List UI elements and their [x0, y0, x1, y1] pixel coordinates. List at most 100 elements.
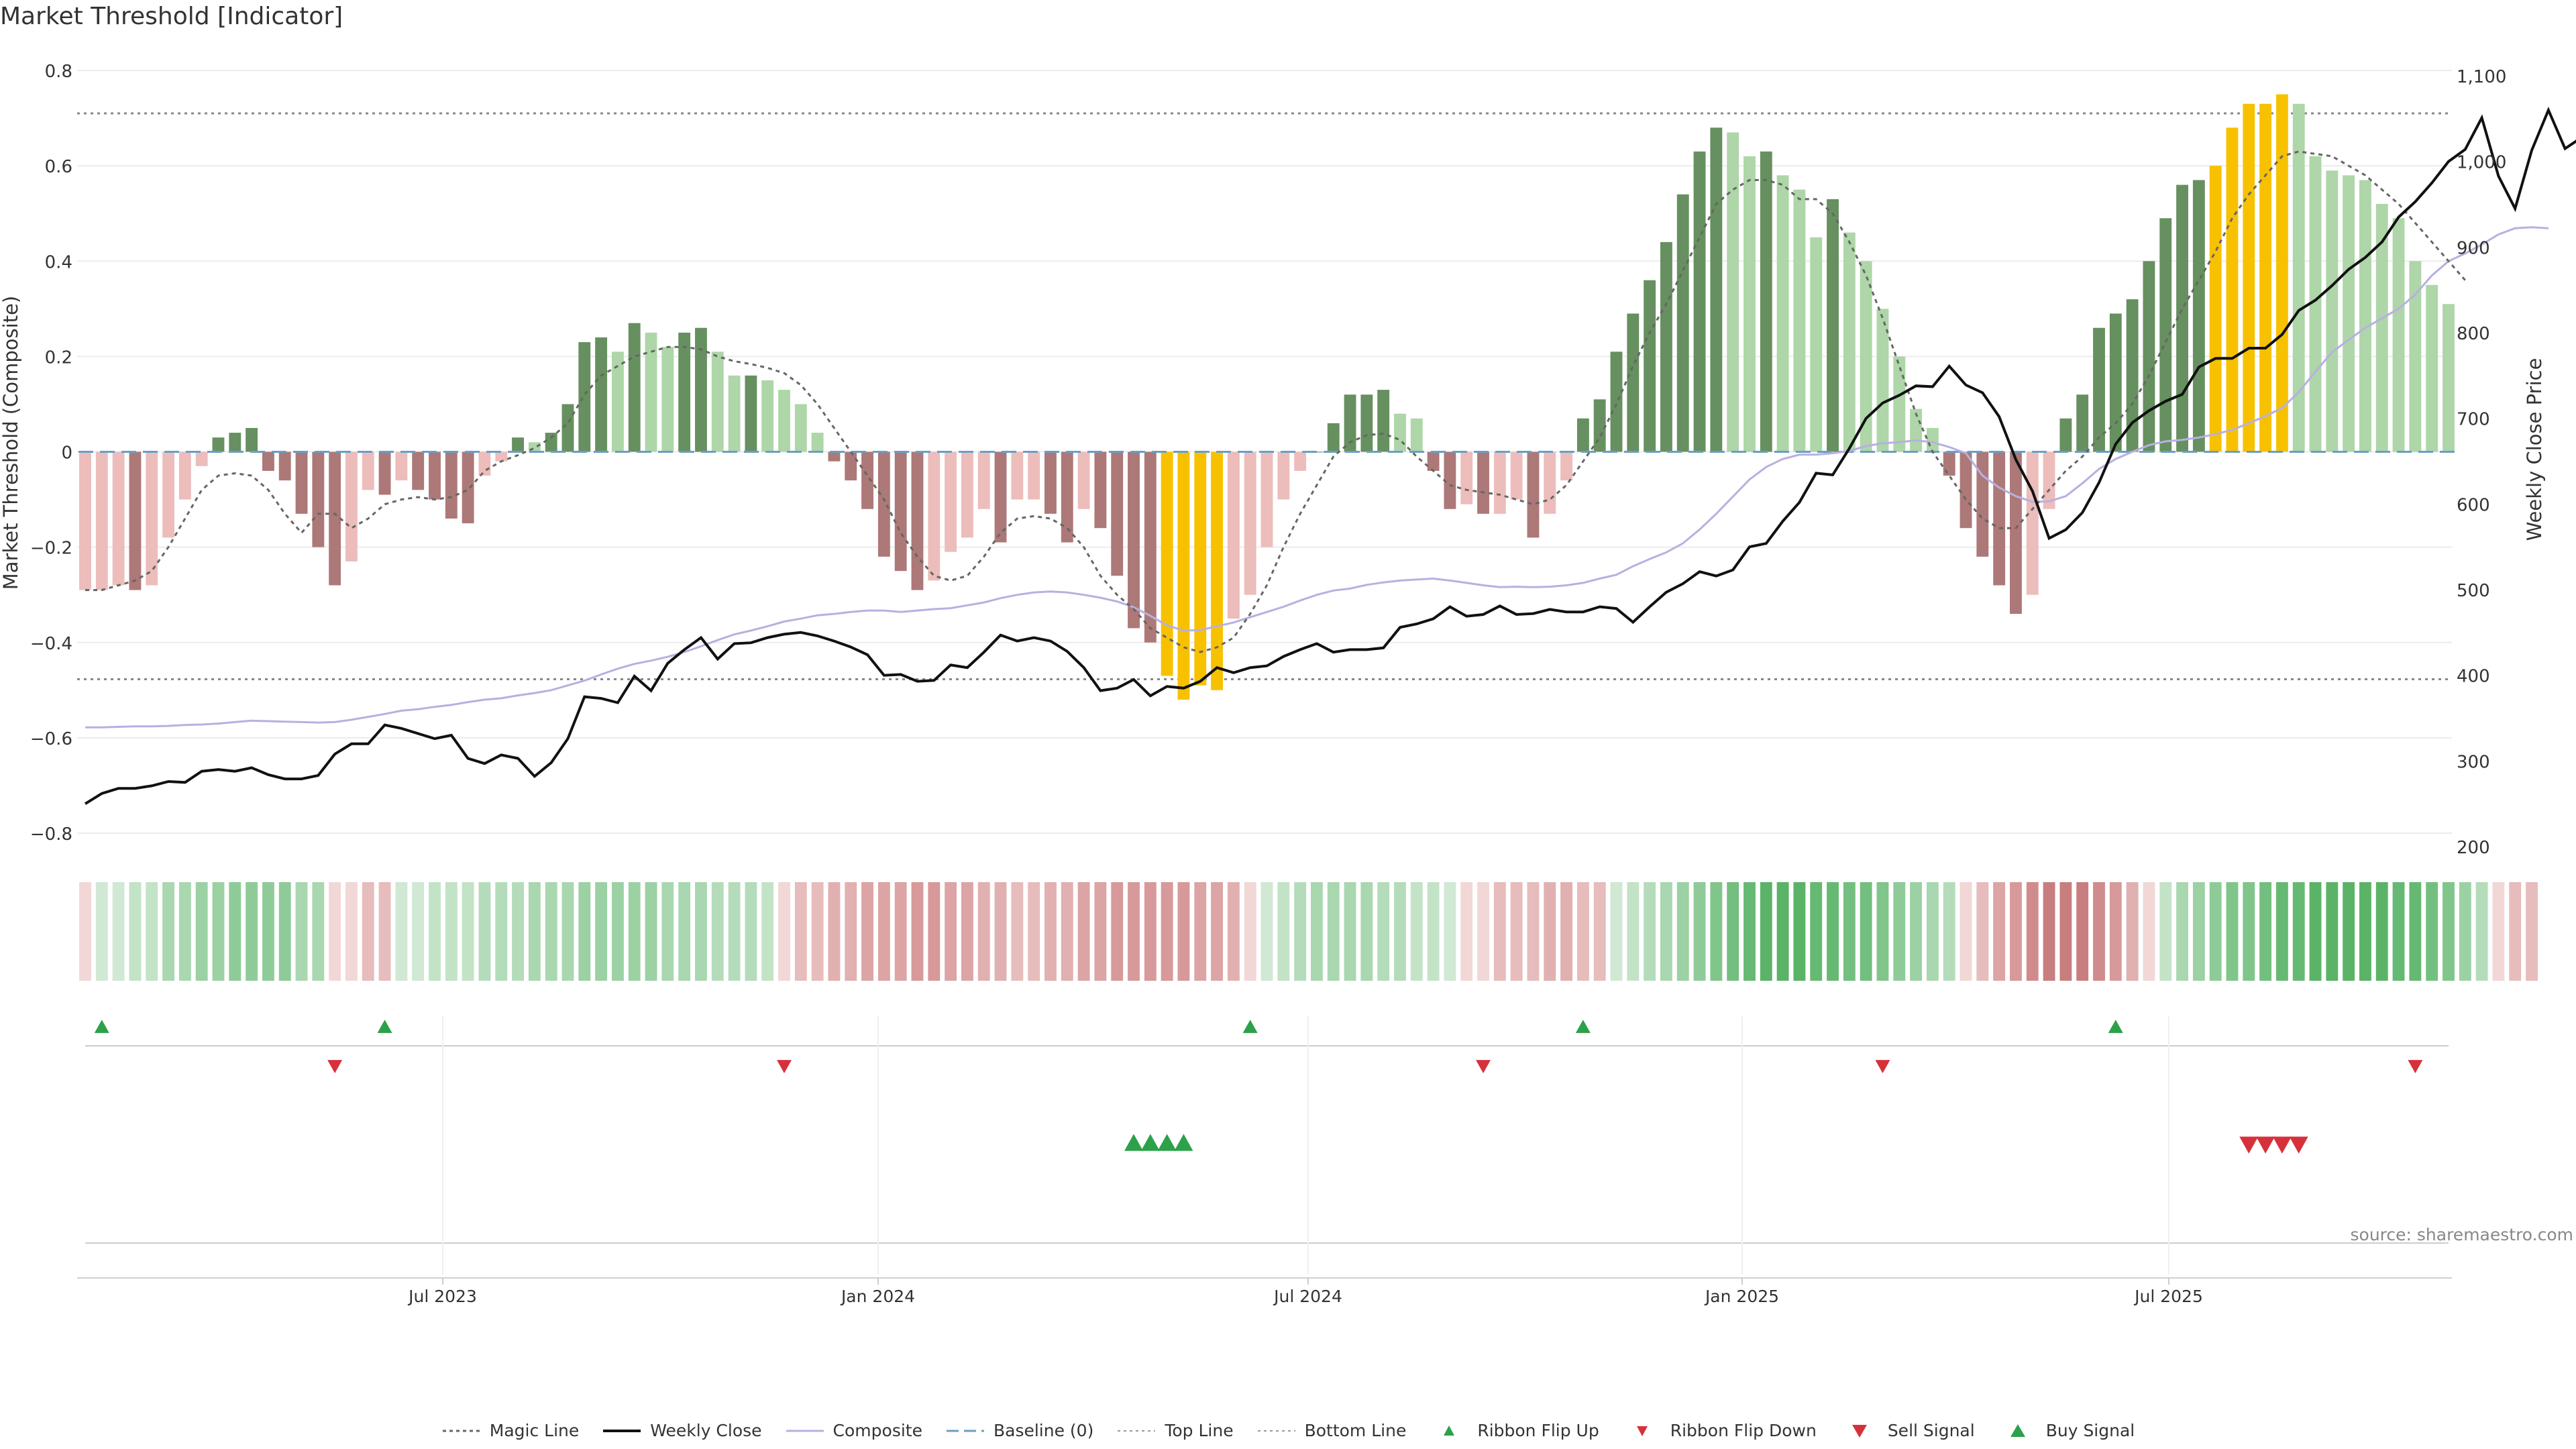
composite-bar	[928, 451, 941, 581]
buy-signal-marker	[1124, 1134, 1144, 1151]
composite-bar	[1743, 156, 1756, 452]
legend-item: Sell Signal	[1839, 1421, 1975, 1440]
composite-bar	[711, 352, 724, 452]
ribbon-cell	[1810, 882, 1823, 981]
ribbon-cell	[2526, 882, 2538, 981]
composite-bar	[2426, 284, 2438, 452]
buy-signal-marker	[1174, 1134, 1193, 1151]
ribbon-cell	[1893, 882, 1906, 981]
ribbon-cell	[412, 882, 425, 981]
ribbon-cell	[645, 882, 657, 981]
ribbon-cell	[1227, 882, 1240, 981]
ribbon-cell	[229, 882, 241, 981]
ribbon-cell	[262, 882, 274, 981]
composite-bar	[2159, 218, 2172, 452]
composite-bar	[462, 451, 474, 524]
composite-bar	[1860, 261, 1872, 452]
series-lines	[78, 106, 2576, 805]
composite-bar	[1493, 451, 1506, 514]
ribbon-cell	[578, 882, 591, 981]
ribbon-cell	[162, 882, 174, 981]
composite-bar	[1593, 399, 1606, 452]
composite-bar	[1610, 352, 1623, 452]
ribbon-cell	[1860, 882, 1872, 981]
ribbon-cell	[478, 882, 491, 981]
composite-bar	[2093, 327, 2105, 452]
composite-bar	[1676, 194, 1689, 452]
composite-bar	[961, 451, 973, 538]
chart-legend: Magic Line Weekly Close Composite Baseline …	[0, 1421, 2576, 1440]
composite-bar	[994, 451, 1007, 543]
ribbon-cell	[1510, 882, 1523, 981]
ribbon-cell	[2459, 882, 2471, 981]
composite-bar	[295, 451, 308, 514]
ribbon-cell	[728, 882, 741, 981]
composite-bar	[1128, 451, 1140, 629]
legend-label: Sell Signal	[1887, 1421, 1975, 1440]
composite-bar	[2309, 156, 2322, 452]
y-tick-label-right: 700	[2457, 410, 2490, 430]
legend-swatch	[1257, 1430, 1295, 1432]
legend-item: Ribbon Flip Down	[1622, 1421, 1817, 1440]
y-tick-label-left: −0.8	[30, 824, 72, 845]
composite-bar	[1294, 451, 1307, 471]
ribbon-cell	[512, 882, 524, 981]
ribbon-cell	[2426, 882, 2438, 981]
ribbon-cell	[1244, 882, 1256, 981]
y-axis-label-right: Weekly Close Price	[2523, 358, 2546, 541]
ribbon-cell	[1993, 882, 2006, 981]
ribbon-cell	[1211, 882, 1224, 981]
ribbon-cell	[761, 882, 774, 981]
ribbon-cell	[1128, 882, 1140, 981]
legend-label: Top Line	[1165, 1421, 1234, 1440]
ribbon-cell	[1044, 882, 1057, 981]
composite-bar	[1260, 451, 1273, 547]
ribbon-cell	[112, 882, 125, 981]
composite-bar	[1793, 189, 1806, 452]
composite-bar	[79, 451, 91, 590]
ribbon-cell	[1527, 882, 1540, 981]
ribbon-cell	[1960, 882, 1972, 981]
ribbon-cell	[1077, 882, 1090, 981]
composite-bar	[1044, 451, 1057, 514]
ribbon-cell	[445, 882, 458, 981]
ribbon-cell	[1660, 882, 1672, 981]
ribbon-cell	[1144, 882, 1157, 981]
composite-bar	[1644, 280, 1656, 452]
composite-bar	[1993, 451, 2006, 586]
composite-bar	[2392, 218, 2405, 452]
ribbon-cell	[961, 882, 973, 981]
composite-bar	[1277, 451, 1290, 500]
ribbon-cell	[1028, 882, 1040, 981]
ribbon-cell	[861, 882, 873, 981]
composite-bar	[611, 352, 624, 452]
composite-bar	[2226, 127, 2239, 452]
ribbon-cell	[1676, 882, 1689, 981]
composite-bar	[1077, 451, 1090, 509]
ribbon-cell	[1061, 882, 1073, 981]
composite-bar	[2010, 451, 2022, 614]
composite-bar	[1710, 127, 1723, 452]
composite-bar	[1693, 151, 1706, 452]
ribbon-cell	[1644, 882, 1656, 981]
composite-bar	[1876, 309, 1889, 452]
legend-item: Top Line	[1116, 1421, 1234, 1440]
composite-bar	[1410, 418, 1423, 452]
ribbon-cell	[1011, 882, 1024, 981]
ribbon-cell	[2076, 882, 2089, 981]
composite-bar	[162, 451, 174, 538]
composite-bar	[745, 375, 757, 452]
composite-bar	[1327, 423, 1340, 452]
ribbon-cell	[2392, 882, 2405, 981]
ribbon-cell	[778, 882, 790, 981]
composite-bar	[794, 404, 807, 452]
legend-swatch	[603, 1429, 641, 1432]
composite-bar	[178, 451, 191, 500]
composite-bar	[1094, 451, 1107, 529]
ribbon-cell	[695, 882, 707, 981]
composite-bar	[512, 437, 524, 452]
ribbon-cell	[811, 882, 824, 981]
legend-swatch	[1636, 1426, 1648, 1436]
composite-bar	[2176, 184, 2188, 452]
buy-signal-marker	[1157, 1134, 1177, 1151]
